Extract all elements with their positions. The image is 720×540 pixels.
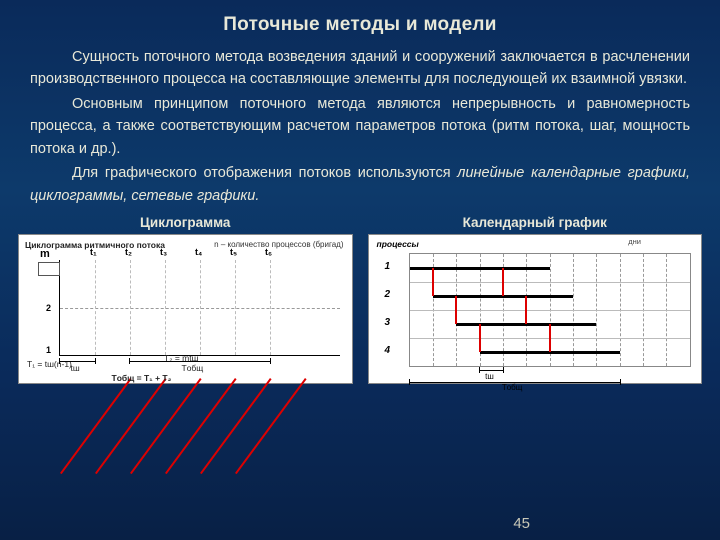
cyc-flow-line — [165, 378, 237, 474]
cal-row-header: процессы — [377, 239, 419, 249]
cyc-y-tick: 2 — [46, 303, 51, 313]
cyc-flow-line — [235, 378, 307, 474]
paragraph-3: Для графического отображения потоков исп… — [30, 162, 690, 207]
page-number: 45 — [513, 515, 530, 532]
figures-row: Циклограмма Циклограмма ритмичного поток… — [0, 209, 720, 384]
cal-process-num: 1 — [385, 261, 391, 272]
cal-link-line — [549, 324, 551, 352]
figure-1-col: Циклограмма Циклограмма ритмичного поток… — [18, 215, 353, 384]
cyc-flow-line — [200, 378, 272, 474]
cal-process-num: 2 — [385, 289, 391, 300]
cyclogram-axes: t₁t₂t₃t₄t₅t₆m21 — [59, 260, 340, 356]
cyc-x-tick: t₃ — [160, 247, 167, 257]
cyc-y-box — [38, 262, 60, 276]
paragraph-1: Сущность поточного метода возведения зда… — [30, 46, 690, 91]
cyc-x-tick: t₅ — [230, 247, 237, 257]
cal-process-num: 3 — [385, 317, 391, 328]
cyc-x-tick: t₆ — [265, 247, 272, 257]
cyc-flow-line — [60, 378, 132, 474]
slide-title: Поточные методы и модели — [0, 0, 720, 36]
cal-task-bar — [410, 267, 480, 270]
body-text: Сущность поточного метода возведения зда… — [0, 36, 720, 207]
cal-label-tobsh: Tобщ — [502, 383, 523, 392]
figure-2-col: Календарный график процессыдни1234tшTобщ — [368, 215, 703, 384]
cyc-label-tsh: tш — [71, 363, 80, 373]
cal-col-header: дни — [628, 237, 641, 246]
cal-task-bar — [480, 351, 550, 354]
calendar-grid — [409, 253, 691, 367]
cal-link-line — [432, 268, 434, 296]
cal-task-bar — [526, 323, 596, 326]
cyc-flow-line — [130, 378, 202, 474]
cyc-y-axis-label: m — [40, 248, 50, 260]
cyc-x-tick: t₂ — [125, 247, 132, 257]
cyc-x-tick: t₄ — [195, 247, 202, 257]
cal-link-line — [479, 324, 481, 352]
cyc-y-tick: 1 — [46, 345, 51, 355]
cal-link-line — [502, 268, 504, 296]
cal-task-bar — [456, 323, 526, 326]
cal-link-line — [525, 296, 527, 324]
figure-1-caption: Циклограмма — [18, 215, 353, 230]
cal-task-bar — [550, 351, 620, 354]
cyc-label-tobsh: Tобщ — [182, 363, 204, 373]
cyc-formula-total: Tобщ = T₁ + T₂ — [112, 373, 172, 383]
cal-task-bar — [433, 295, 503, 298]
cyc-x-tick: t₁ — [90, 247, 97, 257]
figure-2-caption: Календарный график — [368, 215, 703, 230]
calendar-box: процессыдни1234tшTобщ — [368, 234, 703, 384]
cal-link-line — [455, 296, 457, 324]
cal-process-num: 4 — [385, 345, 391, 356]
paragraph-2: Основным принципом поточного метода явля… — [30, 93, 690, 160]
cal-process-col: 1 2 3 4 — [375, 253, 409, 365]
cyclogram-box: Циклограмма ритмичного потокаn – количес… — [18, 234, 353, 384]
cal-task-bar — [480, 267, 550, 270]
cal-task-bar — [503, 295, 573, 298]
cyc-flow-line — [95, 378, 167, 474]
